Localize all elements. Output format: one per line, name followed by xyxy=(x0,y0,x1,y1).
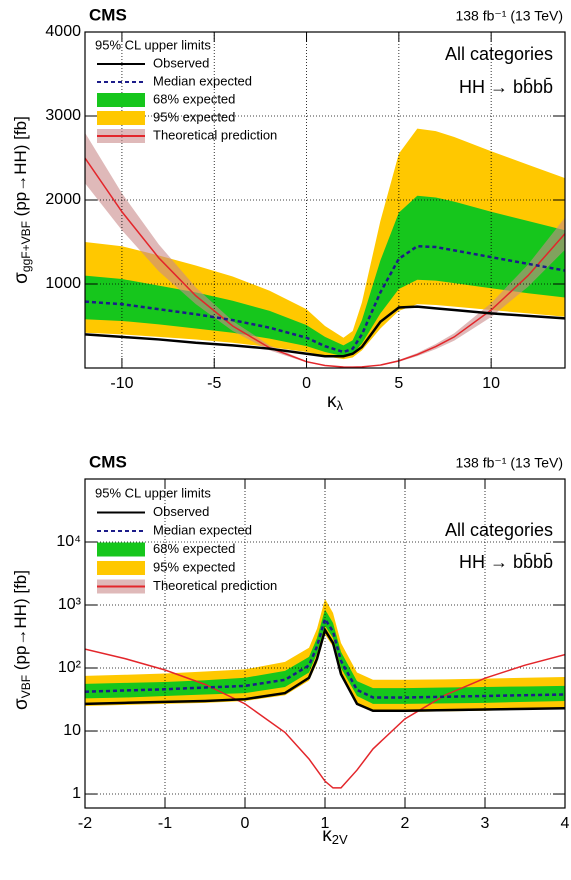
series-line xyxy=(85,305,565,358)
x-axis-label: κ2V xyxy=(322,825,348,847)
y-label-subscript: ggF+VBF xyxy=(19,221,33,272)
annotation: All categories xyxy=(445,44,553,64)
y-label-symbol: σ xyxy=(11,698,32,710)
legend-swatch xyxy=(97,561,145,575)
legend-title: 95% CL upper limits xyxy=(95,37,211,52)
chart-title: CMS xyxy=(89,5,127,24)
theory-band xyxy=(85,132,565,368)
legend-swatch xyxy=(97,111,145,125)
legend-swatch xyxy=(97,93,145,107)
x-tick-label: 2 xyxy=(401,815,410,832)
chart-title: CMS xyxy=(89,452,127,471)
x-tick-label: -1 xyxy=(158,815,172,832)
legend-label: Observed xyxy=(153,55,209,70)
series-line xyxy=(85,616,565,699)
legend-label: 95% expected xyxy=(153,109,235,124)
legend-title: 95% CL upper limits xyxy=(95,485,211,500)
x-tick-label: 3 xyxy=(481,815,490,832)
x-label-symbol: κ xyxy=(327,391,337,412)
y-tick-label: 1 xyxy=(72,785,81,802)
y-tick-label: 10³ xyxy=(58,596,82,613)
legend-label: 68% expected xyxy=(153,541,235,556)
y-axis-label: σggF+VBF (pp→HH) [fb] xyxy=(11,116,33,284)
legend-label: 95% expected xyxy=(153,559,235,574)
series-line xyxy=(85,627,565,712)
series-line xyxy=(85,244,565,354)
series-line xyxy=(85,648,565,789)
x-tick-label: 1 xyxy=(321,815,330,832)
y-tick-label: 2000 xyxy=(45,191,81,208)
y-tick-label: 4000 xyxy=(45,23,81,40)
x-tick-label: 0 xyxy=(241,815,250,832)
x-tick-label: 4 xyxy=(561,815,570,832)
x-tick-label: -5 xyxy=(207,375,221,392)
legend-label: 68% expected xyxy=(153,91,235,106)
y-tick-label: 10 xyxy=(63,722,81,739)
y-tick-label: 3000 xyxy=(45,107,81,124)
x-tick-label: -2 xyxy=(78,815,92,832)
legend-label: Observed xyxy=(153,504,209,519)
legend-label: Theoretical prediction xyxy=(153,127,277,142)
x-tick-label: 5 xyxy=(394,375,403,392)
legend-swatch xyxy=(97,542,145,557)
lumi-label: 138 fb⁻¹ (13 TeV) xyxy=(455,455,563,471)
y-label-symbol: σ xyxy=(11,272,32,284)
x-label-subscript: λ xyxy=(337,398,344,413)
x-label-symbol: κ xyxy=(322,825,332,846)
x-label-subscript: 2V xyxy=(332,832,348,847)
legend-label: Theoretical prediction xyxy=(153,578,277,593)
y-tick-label: 10² xyxy=(58,659,82,676)
x-tick-label: 10 xyxy=(482,375,500,392)
x-tick-label: 0 xyxy=(302,375,311,392)
y-tick-label: 1000 xyxy=(45,275,81,292)
x-tick-label: -10 xyxy=(110,375,133,392)
legend-label: Median expected xyxy=(153,522,252,537)
y-label-rest: (pp→HH) [fb] xyxy=(11,570,30,675)
plot-area xyxy=(85,128,565,368)
annotation: HH → bb̄bb̄ xyxy=(459,552,553,572)
band xyxy=(85,609,565,704)
legend-label: Median expected xyxy=(153,73,252,88)
series-line xyxy=(85,157,565,368)
y-label-subscript: VBF xyxy=(19,675,33,698)
y-tick-label: 10⁴ xyxy=(56,533,81,550)
lines xyxy=(85,157,565,368)
lumi-label: 138 fb⁻¹ (13 TeV) xyxy=(455,8,563,24)
y-axis-label: σVBF (pp→HH) [fb] xyxy=(11,570,33,710)
annotation: HH → bb̄bb̄ xyxy=(459,77,553,97)
lines xyxy=(85,616,565,789)
annotation: All categories xyxy=(445,520,553,540)
y-label-rest: (pp→HH) [fb] xyxy=(11,116,30,221)
x-axis-label: κλ xyxy=(327,391,344,413)
